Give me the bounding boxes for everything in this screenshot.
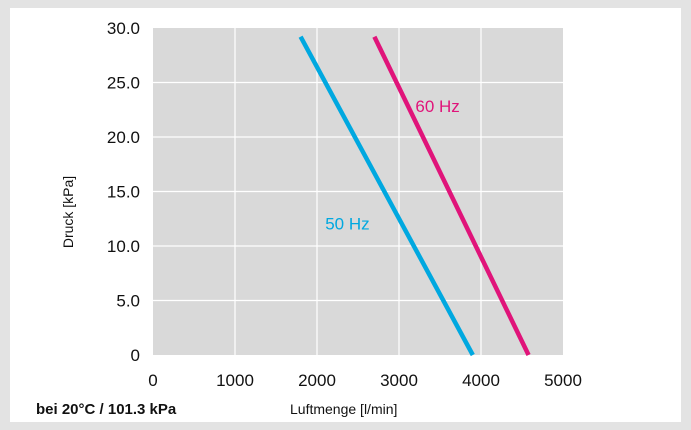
x-tick-label: 5000: [544, 371, 582, 390]
x-tick-label: 0: [148, 371, 157, 390]
y-tick-label: 15.0: [107, 183, 140, 202]
x-tick-label: 4000: [462, 371, 500, 390]
y-tick-labels: 0 5.0 10.0 15.0 20.0 25.0 30.0: [107, 19, 140, 365]
x-tick-label: 2000: [298, 371, 336, 390]
conditions-note: bei 20°C / 101.3 kPa: [36, 401, 177, 418]
y-tick-label: 30.0: [107, 19, 140, 38]
series-label-2: 60 Hz: [415, 97, 459, 116]
y-axis-title: Druck [kPa]: [60, 176, 76, 248]
y-tick-label: 10.0: [107, 237, 140, 256]
y-tick-label: 25.0: [107, 74, 140, 93]
series-label-1: 50 Hz: [325, 215, 369, 234]
y-tick-label: 20.0: [107, 128, 140, 147]
y-tick-label: 5.0: [116, 292, 140, 311]
x-axis-title: Luftmenge [l/min]: [290, 401, 397, 417]
y-tick-label: 0: [131, 346, 140, 365]
x-tick-labels: 0 1000 2000 3000 4000 5000: [148, 371, 582, 390]
x-tick-label: 3000: [380, 371, 418, 390]
x-tick-label: 1000: [216, 371, 254, 390]
